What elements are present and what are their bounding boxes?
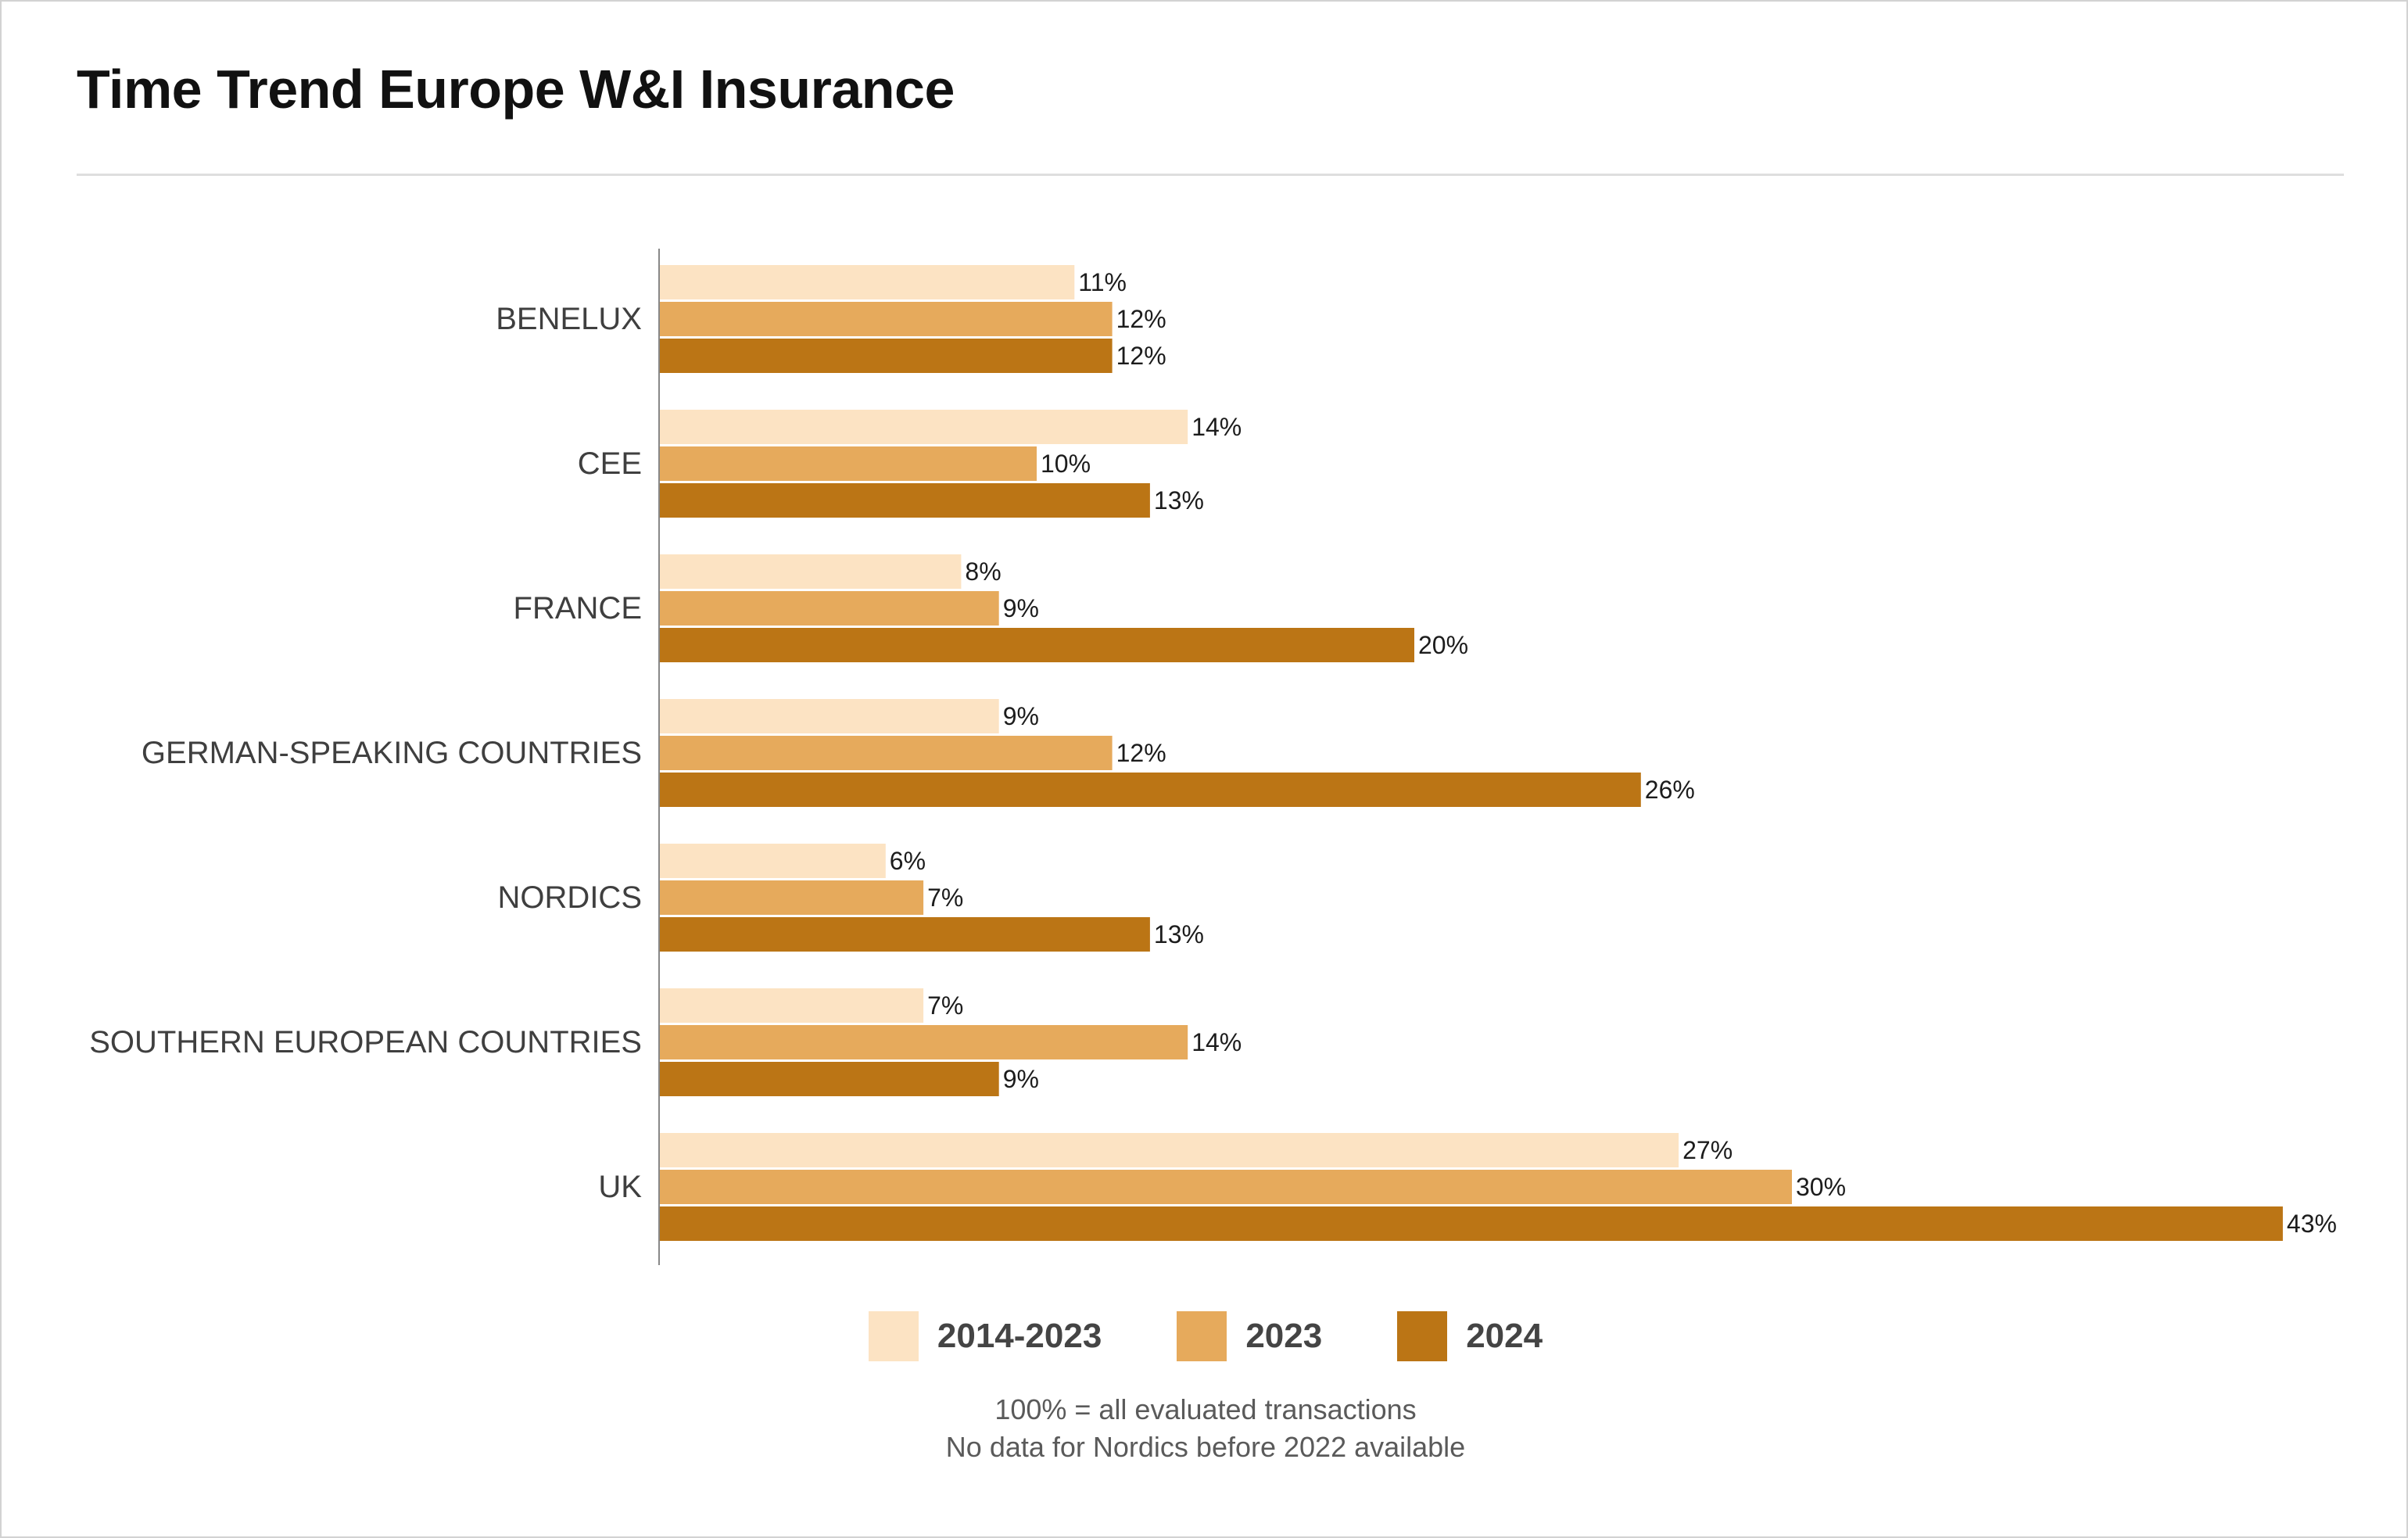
category-label-france: FRANCE [514, 591, 642, 626]
bar-cee-2014-2023 [659, 410, 1188, 444]
data-label-france-2014-2023: 8% [965, 557, 1001, 586]
bar-nordics-2023 [659, 880, 924, 915]
data-label-german-speaking-countries-2014-2023: 9% [1003, 702, 1039, 730]
data-label-nordics-2024: 13% [1154, 920, 1204, 948]
data-label-france-2024: 20% [1418, 631, 1468, 659]
footnote-nordics: No data for Nordics before 2022 availabl… [945, 1431, 1466, 1463]
data-label-uk-2014-2023: 27% [1682, 1136, 1733, 1164]
bar-benelux-2023 [659, 302, 1113, 336]
legend-swatch-2023 [1177, 1311, 1227, 1361]
bar-france-2014-2023 [659, 554, 962, 589]
bar-france-2023 [659, 591, 999, 626]
legend-label-2024: 2024 [1466, 1317, 1543, 1355]
footnote-total: 100% = all evaluated transactions [994, 1393, 1417, 1425]
bar-benelux-2024 [659, 339, 1113, 373]
bar-southern-european-countries-2014-2023 [659, 988, 924, 1023]
legend: 2014-2023 2023 2024 [2, 1310, 2408, 1362]
legend-item-2023: 2023 [1177, 1311, 1322, 1361]
data-label-southern-european-countries-2014-2023: 7% [927, 991, 963, 1020]
category-label-nordics: NORDICS [498, 880, 642, 915]
data-label-cee-2024: 13% [1154, 486, 1204, 514]
data-label-cee-2023: 10% [1041, 450, 1091, 478]
category-label-german-speaking-countries: GERMAN-SPEAKING COUNTRIES [142, 736, 642, 770]
bar-chart: BENELUX11%12%12%CEE14%10%13%FRANCE8%9%20… [89, 249, 2337, 1265]
bar-german-speaking-countries-2023 [659, 736, 1113, 770]
title-divider [77, 174, 2344, 176]
category-label-southern-european-countries: SOUTHERN EUROPEAN COUNTRIES [89, 1025, 642, 1059]
bar-uk-2024 [659, 1206, 2283, 1241]
bar-benelux-2014-2023 [659, 265, 1075, 299]
data-label-german-speaking-countries-2024: 26% [1645, 776, 1695, 804]
bar-german-speaking-countries-2014-2023 [659, 699, 999, 733]
bar-southern-european-countries-2023 [659, 1025, 1188, 1059]
bar-cee-2024 [659, 483, 1150, 518]
data-label-southern-european-countries-2023: 14% [1191, 1028, 1242, 1056]
data-label-benelux-2024: 12% [1116, 342, 1166, 370]
bar-france-2024 [659, 628, 1414, 662]
bar-uk-2023 [659, 1170, 1792, 1204]
data-label-uk-2023: 30% [1796, 1173, 1846, 1201]
chart-title: Time Trend Europe W&I Insurance [77, 59, 955, 120]
data-label-german-speaking-countries-2023: 12% [1116, 739, 1166, 767]
data-label-uk-2024: 43% [2287, 1210, 2337, 1238]
data-label-benelux-2014-2023: 11% [1078, 268, 1127, 296]
data-label-benelux-2023: 12% [1116, 305, 1166, 333]
bar-uk-2014-2023 [659, 1133, 1679, 1167]
legend-swatch-2024 [1397, 1311, 1448, 1361]
bar-southern-european-countries-2024 [659, 1062, 999, 1096]
category-label-cee: CEE [578, 446, 642, 481]
legend-swatch-2014-2023 [868, 1311, 919, 1361]
legend-item-2024: 2024 [1397, 1311, 1543, 1361]
bar-nordics-2024 [659, 917, 1150, 952]
data-label-nordics-2023: 7% [927, 884, 963, 912]
data-label-southern-european-countries-2024: 9% [1003, 1065, 1039, 1093]
bar-nordics-2014-2023 [659, 844, 886, 878]
category-label-uk: UK [598, 1170, 642, 1204]
legend-item-2014-2023: 2014-2023 [868, 1311, 1102, 1361]
bar-cee-2023 [659, 446, 1037, 481]
category-label-benelux: BENELUX [496, 302, 642, 336]
data-label-cee-2014-2023: 14% [1191, 413, 1242, 441]
data-label-france-2023: 9% [1003, 594, 1039, 622]
data-label-nordics-2014-2023: 6% [890, 847, 926, 875]
bar-german-speaking-countries-2024 [659, 773, 1641, 807]
legend-label-2023: 2023 [1245, 1317, 1323, 1355]
legend-label-2014-2023: 2014-2023 [937, 1317, 1102, 1355]
